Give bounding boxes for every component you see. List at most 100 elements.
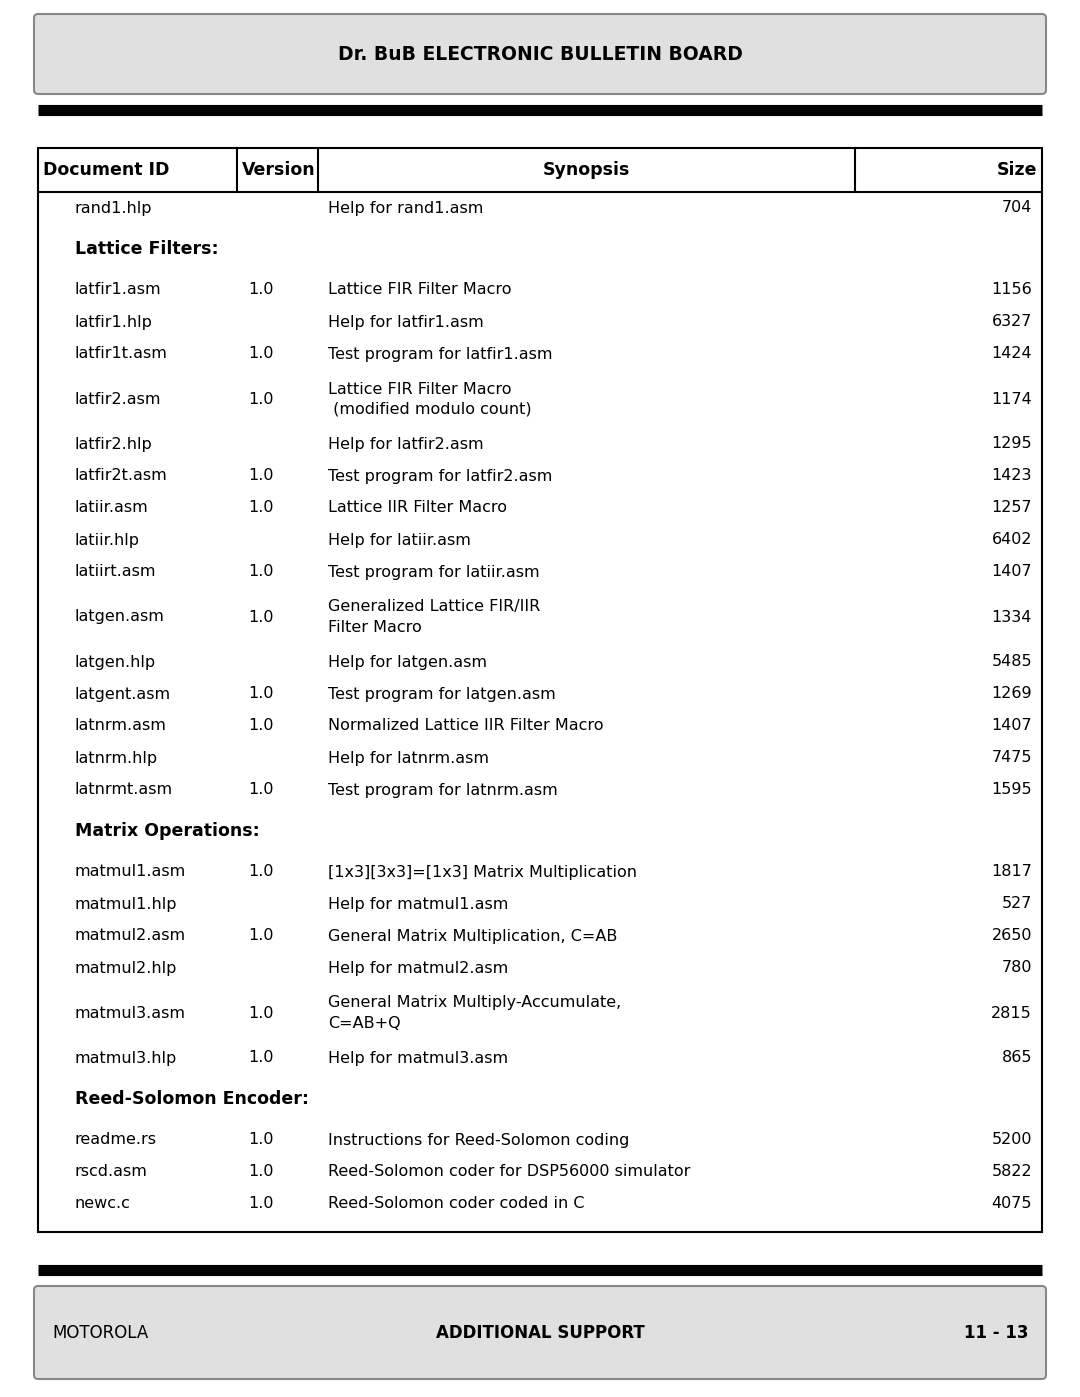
Text: 1.0: 1.0 (248, 391, 273, 407)
Text: Help for latfir2.asm: Help for latfir2.asm (328, 436, 484, 451)
Text: Filter Macro: Filter Macro (328, 619, 422, 634)
Text: 1156: 1156 (991, 282, 1032, 298)
Text: (modified modulo count): (modified modulo count) (328, 401, 531, 416)
Text: matmul3.hlp: matmul3.hlp (75, 1051, 177, 1066)
Text: Help for latnrm.asm: Help for latnrm.asm (328, 750, 489, 766)
Text: 7475: 7475 (991, 750, 1032, 766)
Text: matmul1.hlp: matmul1.hlp (75, 897, 177, 911)
Text: Synopsis: Synopsis (543, 161, 631, 179)
Text: 4075: 4075 (991, 1196, 1032, 1211)
Text: Lattice FIR Filter Macro: Lattice FIR Filter Macro (328, 282, 512, 298)
Text: matmul1.asm: matmul1.asm (75, 865, 186, 880)
Text: Help for rand1.asm: Help for rand1.asm (328, 201, 484, 215)
Text: 1.0: 1.0 (248, 282, 273, 298)
Text: 1.0: 1.0 (248, 1006, 273, 1020)
Text: matmul2.asm: matmul2.asm (75, 929, 186, 943)
Text: 6327: 6327 (991, 314, 1032, 330)
Text: Size: Size (997, 161, 1037, 179)
Text: Help for latfir1.asm: Help for latfir1.asm (328, 314, 484, 330)
Text: 1174: 1174 (991, 391, 1032, 407)
Text: Lattice FIR Filter Macro: Lattice FIR Filter Macro (328, 381, 512, 397)
Text: Version: Version (242, 161, 315, 179)
Text: latfir1t.asm: latfir1t.asm (75, 346, 167, 362)
Text: 1.0: 1.0 (248, 686, 273, 701)
Text: 1.0: 1.0 (248, 1165, 273, 1179)
Text: latnrm.hlp: latnrm.hlp (75, 750, 158, 766)
Text: 1595: 1595 (991, 782, 1032, 798)
Text: 1.0: 1.0 (248, 609, 273, 624)
Text: Test program for latiir.asm: Test program for latiir.asm (328, 564, 540, 580)
Text: latgen.asm: latgen.asm (75, 609, 165, 624)
Text: 704: 704 (1001, 201, 1032, 215)
Text: 1.0: 1.0 (248, 468, 273, 483)
Text: 2815: 2815 (991, 1006, 1032, 1020)
Text: latiir.asm: latiir.asm (75, 500, 149, 515)
Text: 1.0: 1.0 (248, 865, 273, 880)
Text: readme.rs: readme.rs (75, 1133, 157, 1147)
Text: 1.0: 1.0 (248, 929, 273, 943)
Text: 1424: 1424 (991, 346, 1032, 362)
Text: 780: 780 (1001, 961, 1032, 975)
Text: Help for matmul1.asm: Help for matmul1.asm (328, 897, 509, 911)
Text: 1.0: 1.0 (248, 346, 273, 362)
Text: Lattice Filters:: Lattice Filters: (75, 240, 218, 258)
Text: 1.0: 1.0 (248, 1133, 273, 1147)
Text: 1.0: 1.0 (248, 500, 273, 515)
Text: latnrm.asm: latnrm.asm (75, 718, 167, 733)
Text: Test program for latgen.asm: Test program for latgen.asm (328, 686, 556, 701)
Text: General Matrix Multiplication, C=AB: General Matrix Multiplication, C=AB (328, 929, 618, 943)
Text: latfir2.hlp: latfir2.hlp (75, 436, 152, 451)
Text: 1407: 1407 (991, 718, 1032, 733)
Text: Test program for latnrm.asm: Test program for latnrm.asm (328, 782, 557, 798)
Text: General Matrix Multiply-Accumulate,: General Matrix Multiply-Accumulate, (328, 996, 621, 1010)
Text: 1817: 1817 (991, 865, 1032, 880)
Text: 2650: 2650 (991, 929, 1032, 943)
Text: 1.0: 1.0 (248, 1051, 273, 1066)
Text: 1.0: 1.0 (248, 1196, 273, 1211)
Text: Reed-Solomon coder for DSP56000 simulator: Reed-Solomon coder for DSP56000 simulato… (328, 1165, 690, 1179)
Text: C=AB+Q: C=AB+Q (328, 1016, 401, 1031)
Text: ADDITIONAL SUPPORT: ADDITIONAL SUPPORT (435, 1323, 645, 1341)
Text: Help for matmul3.asm: Help for matmul3.asm (328, 1051, 508, 1066)
Text: rand1.hlp: rand1.hlp (75, 201, 152, 215)
Text: matmul3.asm: matmul3.asm (75, 1006, 186, 1020)
Text: Dr. BuB ELECTRONIC BULLETIN BOARD: Dr. BuB ELECTRONIC BULLETIN BOARD (338, 45, 742, 63)
Text: 1334: 1334 (991, 609, 1032, 624)
Text: latiir.hlp: latiir.hlp (75, 532, 140, 548)
Text: newc.c: newc.c (75, 1196, 131, 1211)
Text: Matrix Operations:: Matrix Operations: (75, 821, 260, 840)
Text: 5200: 5200 (991, 1133, 1032, 1147)
Text: 11 - 13: 11 - 13 (963, 1323, 1028, 1341)
Text: 6402: 6402 (991, 532, 1032, 548)
Text: 1.0: 1.0 (248, 564, 273, 580)
Text: matmul2.hlp: matmul2.hlp (75, 961, 177, 975)
Text: Document ID: Document ID (43, 161, 170, 179)
Text: 1.0: 1.0 (248, 718, 273, 733)
Text: Lattice IIR Filter Macro: Lattice IIR Filter Macro (328, 500, 507, 515)
Text: 1295: 1295 (991, 436, 1032, 451)
Text: latiirt.asm: latiirt.asm (75, 564, 157, 580)
Text: latfir2.asm: latfir2.asm (75, 391, 162, 407)
Text: Test program for latfir2.asm: Test program for latfir2.asm (328, 468, 552, 483)
Text: Normalized Lattice IIR Filter Macro: Normalized Lattice IIR Filter Macro (328, 718, 604, 733)
Text: latnrmt.asm: latnrmt.asm (75, 782, 173, 798)
Text: Test program for latfir1.asm: Test program for latfir1.asm (328, 346, 553, 362)
Text: Instructions for Reed-Solomon coding: Instructions for Reed-Solomon coding (328, 1133, 630, 1147)
Text: Reed-Solomon coder coded in C: Reed-Solomon coder coded in C (328, 1196, 584, 1211)
Text: Help for matmul2.asm: Help for matmul2.asm (328, 961, 509, 975)
Text: 1269: 1269 (991, 686, 1032, 701)
Text: latfir2t.asm: latfir2t.asm (75, 468, 167, 483)
Text: MOTOROLA: MOTOROLA (52, 1323, 148, 1341)
Text: 1407: 1407 (991, 564, 1032, 580)
Text: latfir1.asm: latfir1.asm (75, 282, 162, 298)
Text: 1.0: 1.0 (248, 782, 273, 798)
Text: 5485: 5485 (991, 655, 1032, 669)
Text: 1257: 1257 (991, 500, 1032, 515)
FancyBboxPatch shape (33, 14, 1047, 94)
Text: latgen.hlp: latgen.hlp (75, 655, 157, 669)
Text: Help for latgen.asm: Help for latgen.asm (328, 655, 487, 669)
Text: 527: 527 (1001, 897, 1032, 911)
Text: 5822: 5822 (991, 1165, 1032, 1179)
Text: Help for latiir.asm: Help for latiir.asm (328, 532, 471, 548)
FancyBboxPatch shape (33, 1287, 1047, 1379)
